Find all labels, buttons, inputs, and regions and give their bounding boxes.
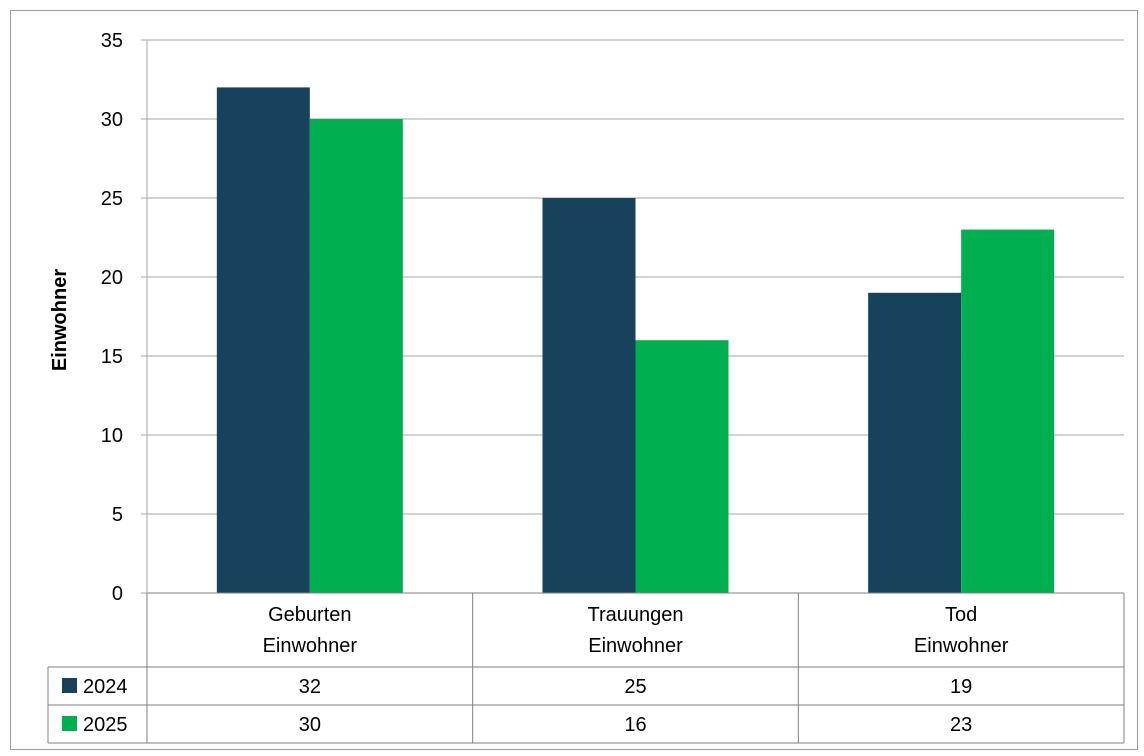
bar-2024-2: [868, 292, 962, 593]
x-category-label: Einwohner: [588, 635, 683, 657]
y-axis-label: Einwohner: [49, 269, 71, 371]
legend-key-2025: [62, 716, 77, 731]
x-category-label: Geburten: [268, 604, 351, 626]
y-tick-label: 20: [101, 267, 123, 289]
legend-label-2024: 2024: [83, 676, 128, 698]
data-table-value: 19: [950, 676, 972, 698]
y-tick-label: 10: [101, 425, 123, 447]
legend-label-2025: 2025: [83, 714, 128, 736]
data-table-value: 25: [624, 676, 646, 698]
x-category-label: Tod: [945, 604, 977, 626]
bar-2025-1: [635, 340, 729, 593]
y-tick-label: 5: [112, 504, 123, 526]
y-tick-label: 30: [101, 109, 123, 131]
y-tick-label: 35: [101, 30, 123, 52]
bar-2025-0: [309, 119, 403, 593]
y-tick-label: 0: [112, 583, 123, 605]
axes: 0 5 10 15 20 25 30 35: [101, 30, 148, 605]
y-tick-label: 15: [101, 346, 123, 368]
data-table-value: 30: [299, 714, 321, 736]
x-category-label: Einwohner: [263, 635, 358, 657]
bars: [216, 87, 1055, 594]
data-table-value: 23: [950, 714, 972, 736]
legend-key-2024: [62, 678, 77, 693]
bar-2024-1: [542, 198, 636, 593]
bar-2024-0: [216, 87, 310, 594]
data-table: Geburten Einwohner Trauungen Einwohner Tod Ei…: [47, 592, 1125, 744]
y-tick-label: 25: [101, 188, 123, 210]
x-category-label: Einwohner: [914, 635, 1009, 657]
bar-2025-2: [961, 229, 1055, 593]
data-table-value: 32: [299, 676, 321, 698]
x-category-label: Trauungen: [588, 604, 684, 626]
data-table-value: 16: [624, 714, 646, 736]
